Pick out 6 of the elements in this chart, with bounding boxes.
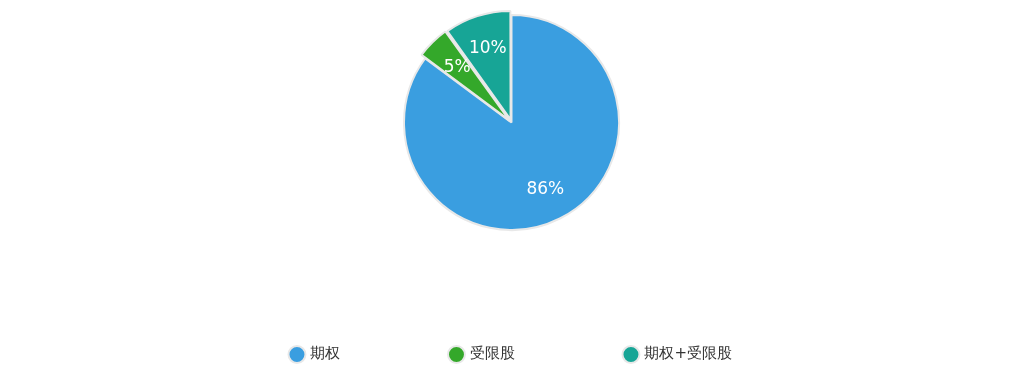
data-label: 10% [468, 37, 507, 58]
legend-label: 受限股 [469, 344, 515, 363]
legend-label: 期权 [310, 344, 341, 363]
data-label: 5% [443, 55, 471, 76]
legend-label: 期权+受限股 [644, 344, 733, 363]
data-label: 86% [526, 178, 565, 199]
